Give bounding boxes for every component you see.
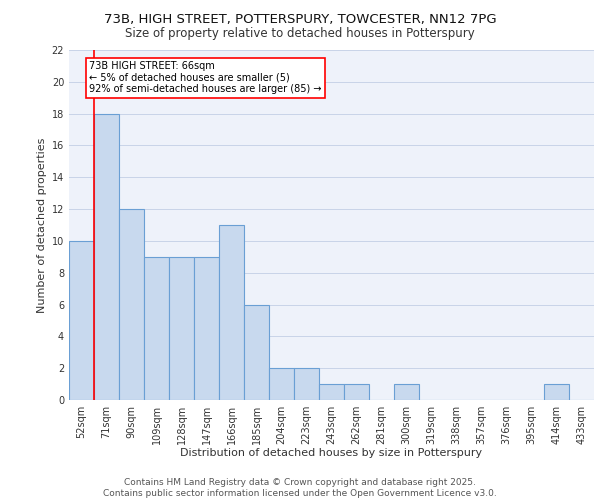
- Bar: [169, 257, 194, 400]
- Bar: [244, 304, 269, 400]
- Text: 73B, HIGH STREET, POTTERSPURY, TOWCESTER, NN12 7PG: 73B, HIGH STREET, POTTERSPURY, TOWCESTER…: [104, 12, 496, 26]
- Bar: [219, 225, 244, 400]
- Bar: [319, 384, 344, 400]
- Bar: [294, 368, 319, 400]
- Bar: [344, 384, 369, 400]
- Bar: [194, 257, 219, 400]
- Y-axis label: Number of detached properties: Number of detached properties: [37, 138, 47, 312]
- Bar: [94, 114, 119, 400]
- Bar: [69, 241, 94, 400]
- Bar: [269, 368, 294, 400]
- X-axis label: Distribution of detached houses by size in Potterspury: Distribution of detached houses by size …: [181, 448, 482, 458]
- Text: Contains HM Land Registry data © Crown copyright and database right 2025.
Contai: Contains HM Land Registry data © Crown c…: [103, 478, 497, 498]
- Bar: [544, 384, 569, 400]
- Bar: [119, 209, 144, 400]
- Text: 73B HIGH STREET: 66sqm
← 5% of detached houses are smaller (5)
92% of semi-detac: 73B HIGH STREET: 66sqm ← 5% of detached …: [89, 61, 322, 94]
- Bar: [144, 257, 169, 400]
- Text: Size of property relative to detached houses in Potterspury: Size of property relative to detached ho…: [125, 28, 475, 40]
- Bar: [394, 384, 419, 400]
